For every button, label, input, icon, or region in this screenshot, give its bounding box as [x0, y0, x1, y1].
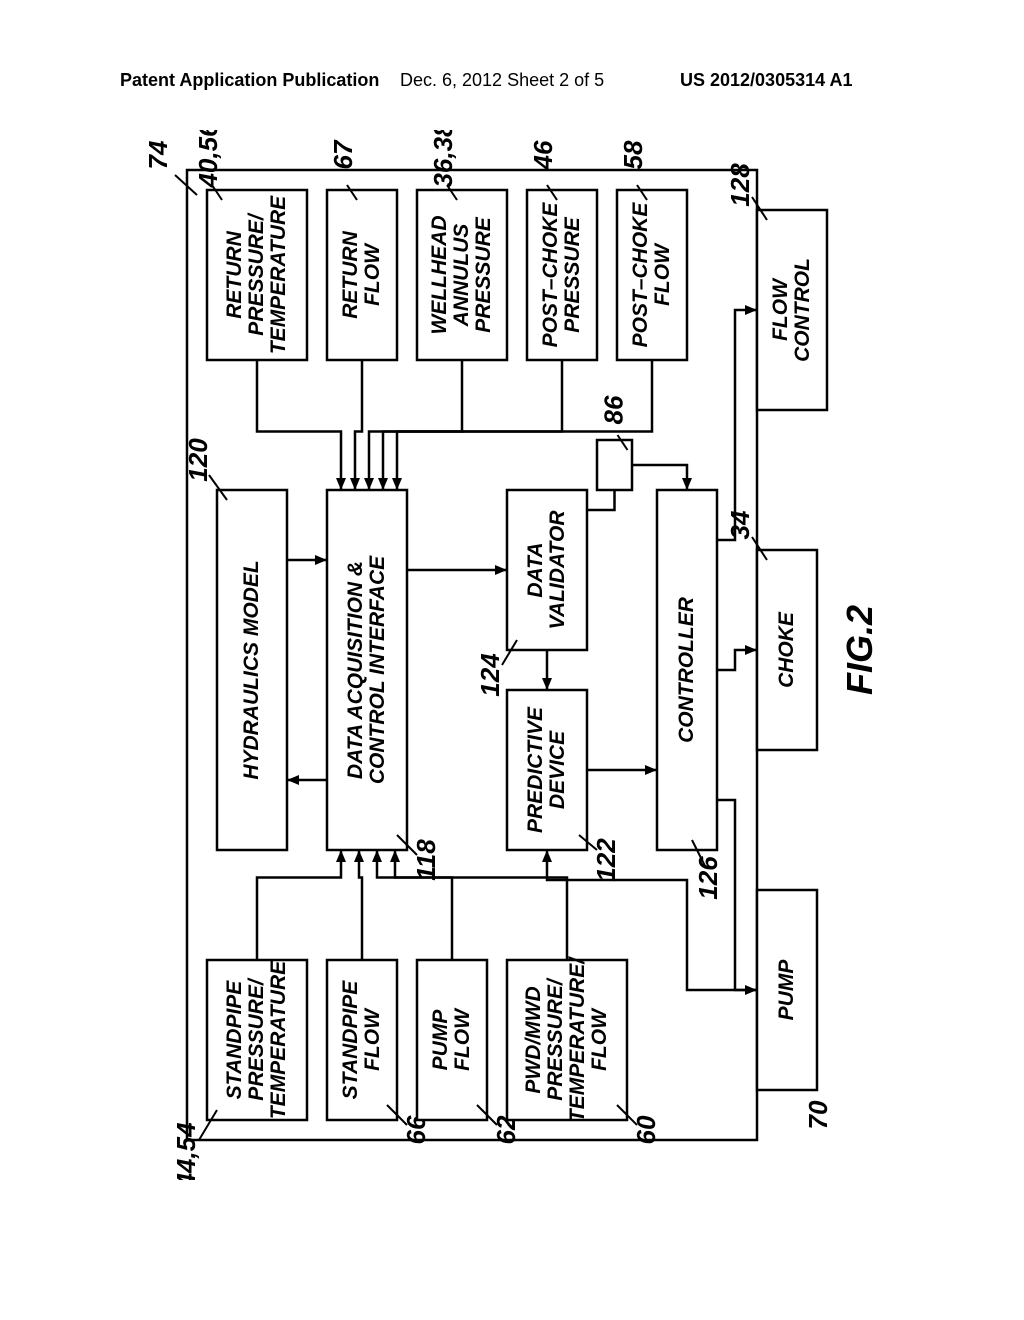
svg-text:40,56: 40,56 — [193, 130, 223, 189]
svg-text:74: 74 — [143, 140, 173, 169]
svg-text:122: 122 — [591, 838, 621, 882]
svg-text:VALIDATOR: VALIDATOR — [546, 510, 569, 630]
svg-text:TEMPERATURE: TEMPERATURE — [267, 195, 290, 354]
svg-text:FLOW: FLOW — [769, 277, 792, 341]
svg-text:36,38: 36,38 — [428, 130, 458, 188]
svg-text:STANDPIPE: STANDPIPE — [223, 980, 246, 1100]
svg-text:DATA: DATA — [524, 542, 547, 597]
svg-text:ANNULUS: ANNULUS — [450, 224, 473, 328]
svg-text:TEMPERATURE: TEMPERATURE — [267, 960, 290, 1119]
svg-text:FIG.2: FIG.2 — [839, 605, 880, 695]
svg-text:TEMPERATURE/: TEMPERATURE/ — [566, 956, 589, 1122]
svg-text:PRESSURE/: PRESSURE/ — [245, 212, 268, 336]
header-patent-no: US 2012/0305314 A1 — [680, 70, 852, 91]
svg-text:RETURN: RETURN — [223, 230, 246, 318]
svg-text:STANDPIPE: STANDPIPE — [339, 980, 362, 1100]
svg-text:126: 126 — [693, 856, 723, 900]
svg-text:DATA ACQUISITION &: DATA ACQUISITION & — [344, 561, 367, 779]
svg-text:60: 60 — [631, 1115, 661, 1144]
svg-text:POST–CHOKE: POST–CHOKE — [629, 202, 652, 348]
svg-text:120: 120 — [183, 438, 213, 482]
svg-text:FLOW: FLOW — [651, 242, 674, 306]
svg-text:PWD/MWD: PWD/MWD — [522, 986, 545, 1093]
svg-text:CONTROL INTERFACE: CONTROL INTERFACE — [366, 555, 389, 784]
figure-2-diagram: 74STANDPIPEPRESSURE/TEMPERATURE44,54STAN… — [0, 270, 1024, 1040]
svg-text:CONTROLLER: CONTROLLER — [675, 596, 698, 743]
svg-text:58: 58 — [618, 140, 648, 169]
svg-text:PREDICTIVE: PREDICTIVE — [524, 706, 547, 833]
svg-text:86: 86 — [599, 395, 629, 424]
svg-text:34: 34 — [725, 510, 755, 539]
svg-text:PRESSURE/: PRESSURE/ — [245, 977, 268, 1101]
svg-text:PRESSURE: PRESSURE — [472, 216, 495, 333]
svg-text:CHOKE: CHOKE — [775, 611, 798, 688]
svg-text:PRESSURE: PRESSURE — [561, 216, 584, 333]
svg-text:118: 118 — [411, 839, 441, 881]
svg-text:CONTROL: CONTROL — [791, 258, 814, 362]
svg-text:HYDRAULICS MODEL: HYDRAULICS MODEL — [240, 560, 263, 779]
svg-text:FLOW: FLOW — [588, 1007, 611, 1071]
svg-text:FLOW: FLOW — [361, 242, 384, 306]
svg-text:124: 124 — [475, 653, 505, 697]
svg-text:FLOW: FLOW — [361, 1007, 384, 1071]
header-publication: Patent Application Publication — [120, 70, 379, 91]
header-date-sheet: Dec. 6, 2012 Sheet 2 of 5 — [400, 70, 604, 91]
svg-text:67: 67 — [328, 139, 358, 169]
svg-text:128: 128 — [725, 163, 755, 207]
svg-text:DEVICE: DEVICE — [546, 730, 569, 809]
svg-text:WELLHEAD: WELLHEAD — [428, 216, 451, 335]
svg-text:44,54: 44,54 — [171, 1122, 201, 1180]
svg-text:PRESSURE/: PRESSURE/ — [544, 977, 567, 1101]
svg-text:PUMP: PUMP — [775, 959, 798, 1021]
svg-text:70: 70 — [803, 1100, 833, 1129]
svg-text:PUMP: PUMP — [429, 1009, 452, 1071]
svg-text:FLOW: FLOW — [451, 1007, 474, 1071]
svg-text:POST–CHOKE: POST–CHOKE — [539, 202, 562, 348]
svg-text:46: 46 — [528, 140, 558, 170]
svg-text:RETURN: RETURN — [339, 230, 362, 318]
